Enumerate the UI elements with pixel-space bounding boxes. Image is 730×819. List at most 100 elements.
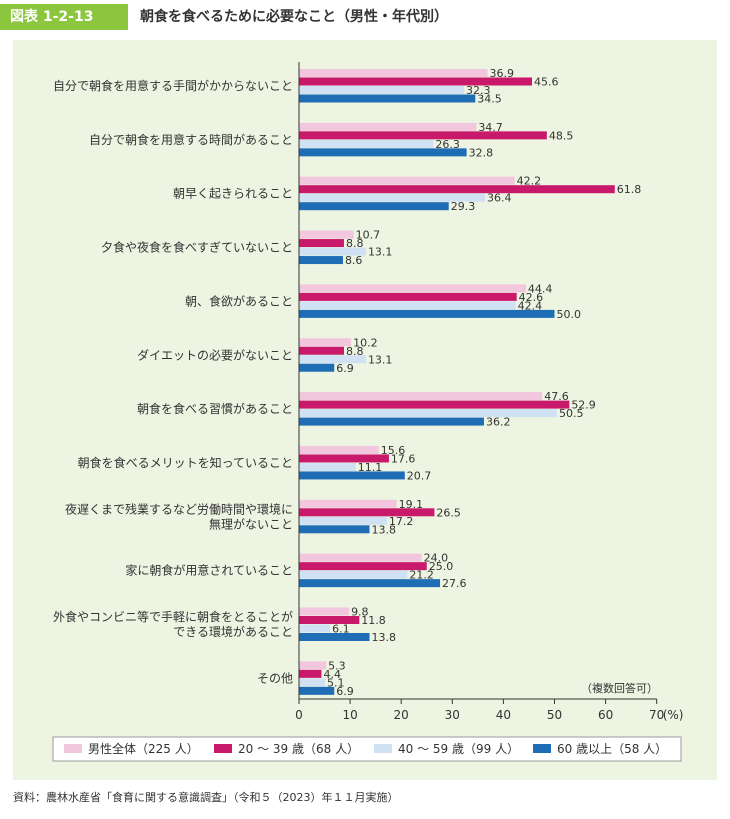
bar-1-2: [299, 77, 533, 86]
data-label-3-1: 42.2: [517, 175, 542, 188]
x-tick-label-4: 30: [445, 708, 460, 722]
category-label-9: 夜遅くまで残業するなど労働時間や環境に無理がないこと: [65, 501, 293, 531]
bar-7-2: [299, 400, 570, 409]
figure-title: 朝食を食べるために必要なこと（男性・年代別）: [140, 9, 448, 25]
bar-10-3: [299, 570, 408, 579]
bar-5-2: [299, 292, 517, 301]
bar-11-2: [299, 616, 360, 624]
x-tick-label-1: 0: [295, 708, 303, 722]
legend-swatch-1: [64, 744, 82, 753]
bar-5-4: [299, 309, 555, 318]
data-label-6-4: 6.9: [336, 362, 354, 375]
bar-9-3: [299, 516, 387, 525]
bar-2-4: [299, 148, 467, 157]
data-label-9-4: 13.8: [372, 523, 397, 536]
data-label-12-4: 6.9: [336, 685, 354, 698]
data-label-1-4: 34.5: [477, 93, 502, 106]
data-label-3-3: 36.4: [487, 192, 512, 205]
bar-4-4: [299, 256, 343, 265]
data-label-5-3: 42.4: [518, 299, 543, 312]
bar-12-4: [299, 686, 335, 695]
bar-10-1: [299, 553, 422, 562]
bar-7-3: [299, 409, 558, 418]
bar-2-3: [299, 139, 434, 148]
category-label-4: 夕食や夜食を食べすぎていないこと: [101, 240, 293, 255]
data-label-5-2: 42.6: [519, 291, 544, 304]
bar-4-1: [299, 230, 354, 239]
data-label-11-3: 6.1: [332, 623, 350, 636]
data-label-4-2: 8.8: [346, 237, 364, 250]
bar-4-3: [299, 247, 366, 256]
data-label-9-3: 17.2: [389, 515, 414, 528]
legend-swatch-3: [374, 744, 392, 753]
data-label-1-3: 32.3: [466, 84, 491, 97]
data-label-12-1: 5.3: [328, 659, 346, 672]
bar-6-2: [299, 346, 344, 355]
bar-9-2: [299, 508, 435, 517]
data-label-10-4: 27.6: [442, 577, 467, 590]
legend-box: [52, 736, 682, 762]
data-label-7-4: 36.2: [486, 416, 511, 429]
data-label-5-1: 44.4: [528, 282, 553, 295]
data-label-10-2: 25.0: [429, 560, 454, 573]
bar-3-4: [299, 202, 449, 211]
data-label-12-2: 4.4: [323, 668, 341, 681]
bar-8-4: [299, 471, 405, 480]
source-note: 資料：農林水産省「食育に関する意識調査」（令和５（2023）年１１月実施）: [13, 791, 399, 804]
bar-3-2: [299, 185, 615, 194]
bar-7-1: [299, 392, 543, 401]
legend-swatch-2: [214, 744, 232, 753]
x-tick-label-2: 10: [342, 708, 357, 722]
bar-8-1: [299, 445, 379, 454]
data-label-8-4: 20.7: [407, 469, 432, 482]
bar-6-1: [299, 338, 352, 347]
bar-11-1: [299, 607, 350, 616]
data-label-8-2: 17.6: [391, 452, 416, 465]
bar-2-2: [299, 131, 547, 140]
legend-swatch-4: [533, 744, 551, 753]
data-label-11-4: 13.8: [372, 631, 397, 644]
data-label-7-3: 50.5: [559, 407, 584, 420]
bar-1-1: [299, 69, 488, 77]
category-label-5: 朝、食欲があること: [185, 293, 293, 308]
data-label-6-1: 10.2: [353, 336, 378, 349]
x-tick-label-6: 50: [547, 708, 562, 722]
data-label-8-3: 11.1: [358, 461, 383, 474]
bar-6-3: [299, 355, 366, 364]
data-label-3-4: 29.3: [451, 200, 476, 213]
category-label-1: 自分で朝食を用意する手間がかからないこと: [53, 78, 293, 93]
bar-4-2: [299, 239, 344, 248]
data-label-7-1: 47.6: [544, 390, 569, 403]
bar-10-4: [299, 579, 441, 588]
data-label-4-3: 13.1: [368, 246, 393, 259]
category-label-12: その他: [257, 671, 293, 685]
bar-5-1: [299, 284, 526, 293]
data-label-4-1: 10.7: [356, 229, 381, 242]
data-label-2-2: 48.5: [549, 129, 574, 142]
data-label-2-4: 32.8: [469, 146, 494, 159]
category-label-6: ダイエットの必要がないこと: [137, 347, 293, 362]
category-label-8: 朝食を食べるメリットを知っていること: [78, 455, 293, 470]
bar-1-4: [299, 94, 476, 103]
data-label-9-1: 19.1: [399, 498, 424, 511]
category-label-11: 外食やコンビニ等で手軽に朝食をとることができる環境があること: [53, 609, 293, 639]
bar-5-3: [299, 301, 516, 310]
data-label-12-3: 5.1: [327, 676, 345, 689]
x-unit-label: (%): [663, 708, 684, 722]
category-label-10: 家に朝食が用意されていること: [125, 563, 293, 578]
bar-9-1: [299, 499, 397, 508]
data-label-6-2: 8.8: [346, 345, 364, 358]
bar-12-1: [299, 661, 327, 670]
x-tick-label-7: 60: [598, 708, 613, 722]
data-label-4-4: 8.6: [345, 254, 363, 267]
bar-11-3: [299, 624, 331, 633]
legend-label-3: 40 ～ 59 歳（99 人）: [398, 742, 519, 756]
bar-3-1: [299, 176, 515, 185]
data-label-2-1: 34.7: [478, 121, 503, 134]
data-label-11-2: 11.8: [361, 614, 386, 627]
data-label-10-3: 21.2: [409, 569, 434, 582]
bar-6-4: [299, 363, 335, 372]
data-label-7-2: 52.9: [571, 399, 596, 412]
x-tick-label-8: 70: [649, 708, 664, 722]
